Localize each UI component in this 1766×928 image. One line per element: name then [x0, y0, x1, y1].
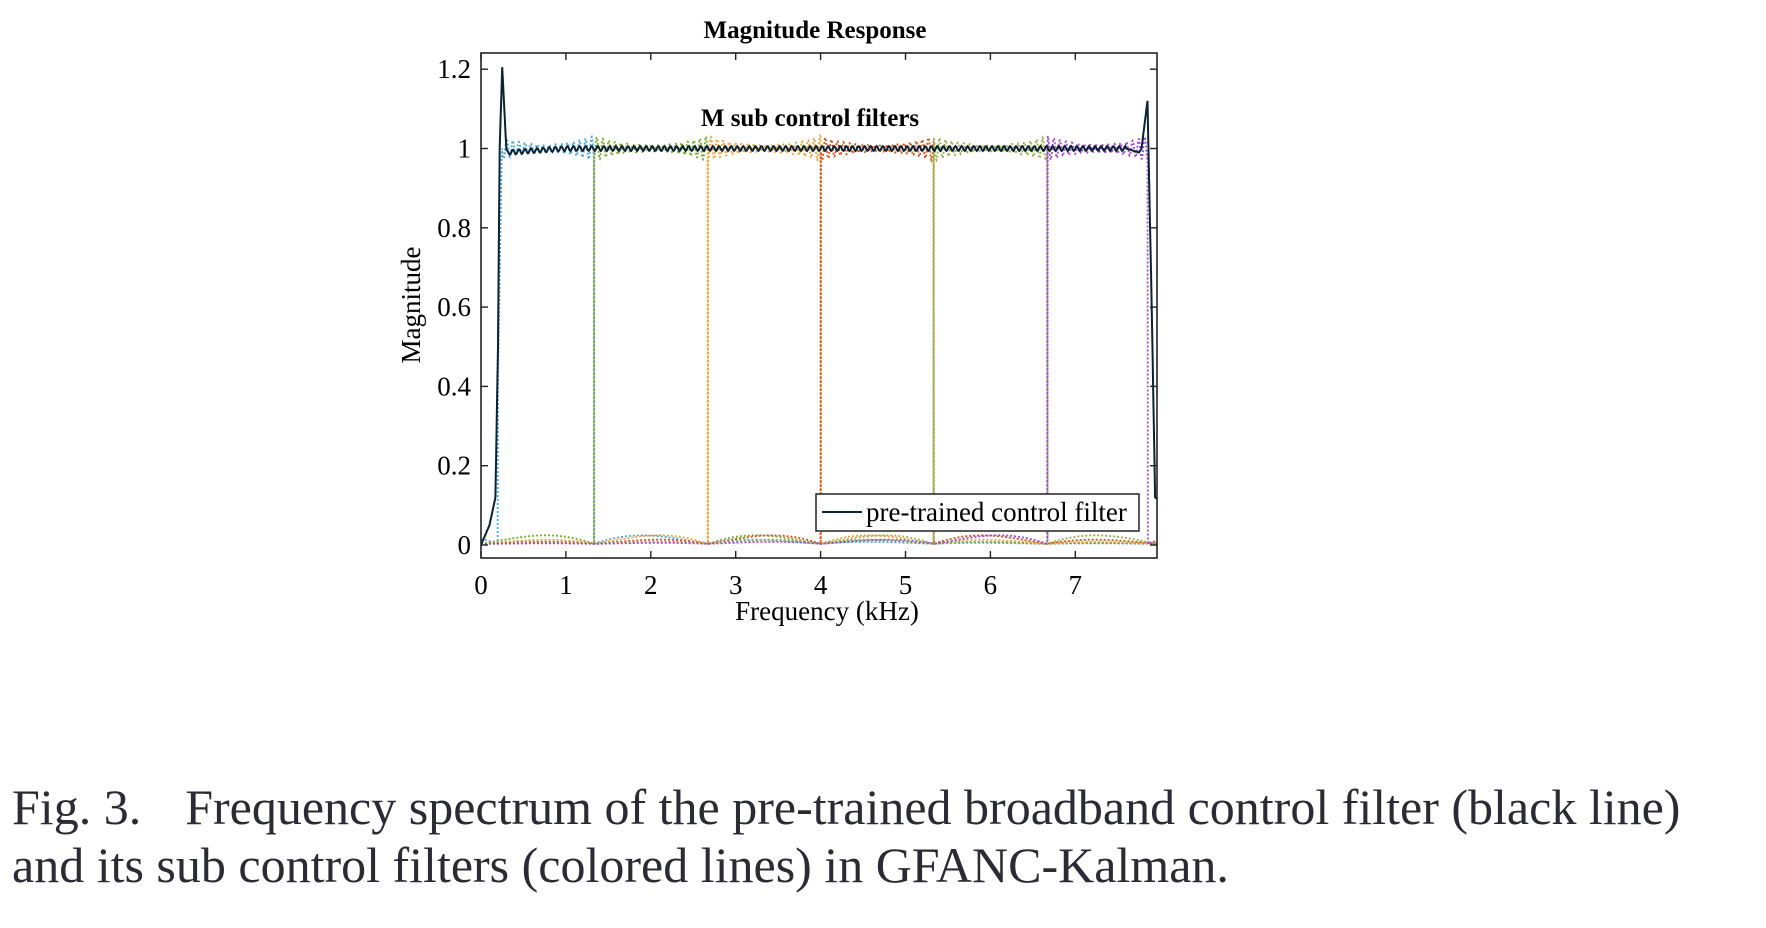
y-tick-label: 0.2 [437, 451, 471, 481]
x-tick-label: 5 [899, 570, 913, 600]
sub-filter-line-6 [481, 135, 1157, 546]
legend: pre-trained control filter [815, 493, 1140, 532]
x-tick-label: 6 [984, 570, 998, 600]
x-tick-label: 0 [474, 570, 488, 600]
caption-text: Frequency spectrum of the pre-trained br… [12, 779, 1681, 893]
y-tick-label: 0.6 [437, 292, 471, 322]
caption-label: Fig. 3. [12, 779, 142, 835]
figure-caption: Fig. 3. Frequency spectrum of the pre-tra… [12, 778, 1752, 894]
magnitude-response-chart: Magnitude Response M sub control filters… [396, 17, 1158, 626]
plot-area [481, 67, 1157, 546]
sub-filters-annotation: M sub control filters [701, 105, 920, 132]
y-axis-label: Magnitude [396, 246, 426, 363]
chart-title: Magnitude Response [704, 17, 927, 44]
x-tick-label: 4 [814, 570, 828, 600]
y-tick-label: 0.8 [437, 213, 471, 243]
x-tick-label: 7 [1069, 570, 1083, 600]
legend-label: pre-trained control filter [866, 497, 1127, 527]
pre-trained-filter-line [481, 67, 1157, 546]
x-axis-label: Frequency (kHz) [735, 596, 919, 626]
x-tick-label: 2 [644, 570, 658, 600]
y-tick-label: 0.4 [437, 371, 471, 401]
x-tick-label: 3 [729, 570, 743, 600]
y-tick-label: 0 [458, 530, 472, 560]
y-tick-label: 1 [458, 134, 472, 164]
y-tick-label: 1.2 [437, 54, 471, 84]
plot-frame [480, 52, 1158, 559]
x-tick-label: 1 [559, 570, 573, 600]
legend-box [815, 493, 1140, 532]
